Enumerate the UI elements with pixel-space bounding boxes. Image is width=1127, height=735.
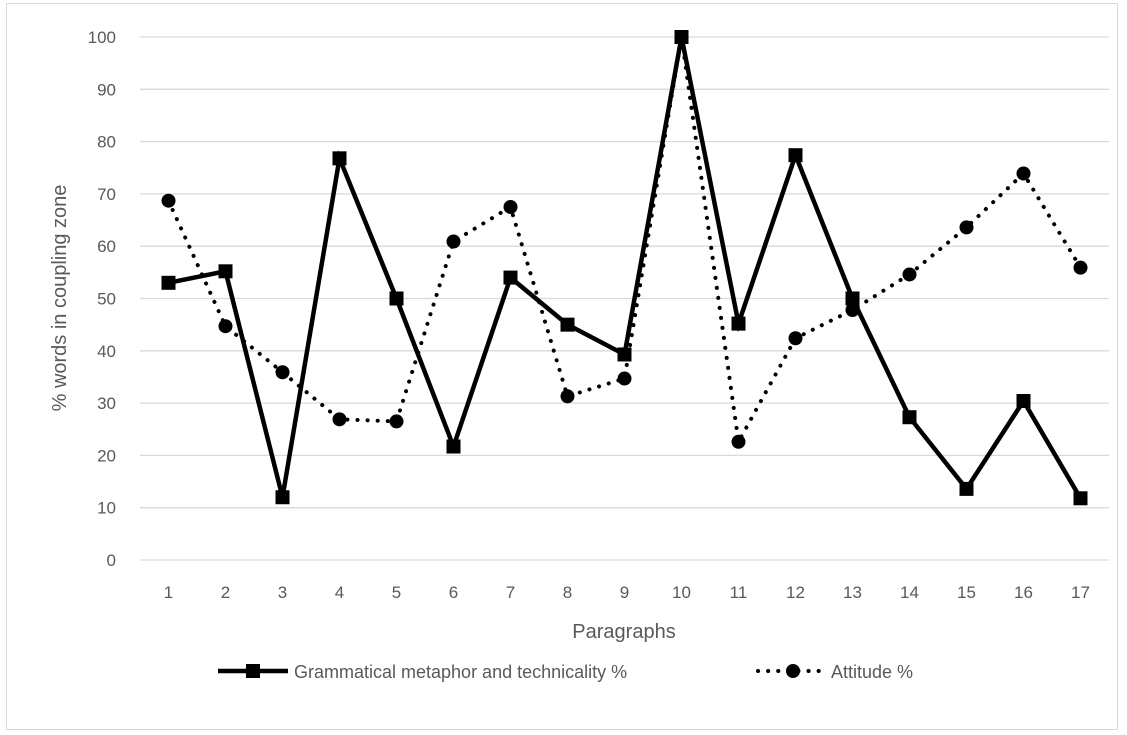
x-tick-label: 15: [957, 583, 976, 602]
y-axis-title: % words in coupling zone: [49, 185, 71, 412]
data-point-square: [332, 151, 347, 166]
legend-entry-2: Attitude %: [756, 662, 913, 682]
data-point-circle: [1016, 166, 1031, 181]
data-point-circle: [845, 303, 860, 318]
data-point-circle: [446, 234, 461, 249]
series-lines: [161, 30, 1088, 506]
data-point-circle: [560, 389, 575, 404]
y-tick-label: 0: [107, 551, 116, 570]
x-tick-label: 6: [449, 583, 458, 602]
x-axis-tick-labels: 1 2 3 4 5 6 7 8 9 10 11 12 13 14 15 16 17: [164, 583, 1090, 602]
data-point-circle: [674, 30, 689, 44]
data-point-square: [959, 481, 974, 496]
x-tick-label: 3: [278, 583, 287, 602]
y-tick-label: 10: [97, 499, 116, 518]
x-tick-label: 10: [672, 583, 691, 602]
y-tick-label: 40: [97, 342, 116, 361]
series-2: [161, 30, 1088, 449]
data-point-circle: [218, 319, 233, 334]
x-tick-label: 7: [506, 583, 515, 602]
legend-entry-1: Grammatical metaphor and technicality %: [218, 662, 627, 682]
data-point-square: [218, 264, 233, 279]
gridlines: [140, 36, 1109, 561]
legend-square-marker: [246, 664, 260, 678]
data-point-square: [389, 291, 404, 306]
data-point-circle: [1073, 260, 1088, 275]
data-point-square: [503, 270, 518, 285]
y-tick-label: 90: [97, 80, 116, 99]
y-tick-label: 80: [97, 133, 116, 152]
y-tick-label: 50: [97, 290, 116, 309]
x-tick-label: 2: [221, 583, 230, 602]
data-point-circle: [731, 434, 746, 449]
y-tick-label: 60: [97, 237, 116, 256]
data-point-circle: [617, 371, 632, 386]
data-point-square: [788, 148, 803, 163]
y-tick-label: 20: [97, 446, 116, 465]
data-point-square: [275, 490, 290, 505]
x-tick-label: 4: [335, 583, 344, 602]
data-point-square: [1016, 394, 1031, 409]
data-point-square: [845, 291, 860, 306]
x-tick-label: 17: [1071, 583, 1090, 602]
x-tick-label: 14: [900, 583, 919, 602]
data-point-square: [902, 410, 917, 425]
legend: Grammatical metaphor and technicality % A…: [218, 662, 913, 682]
x-axis-title: Paragraphs: [572, 621, 675, 643]
x-tick-label: 8: [563, 583, 572, 602]
data-point-circle: [902, 267, 917, 282]
x-tick-label: 5: [392, 583, 401, 602]
data-point-circle: [788, 331, 803, 346]
legend-circle-marker: [786, 664, 800, 678]
y-axis-tick-labels: 0 10 20 30 40 50 60 70 80 90 100: [88, 28, 116, 570]
data-point-circle: [332, 412, 347, 427]
y-tick-label: 70: [97, 185, 116, 204]
legend-label: Attitude %: [831, 662, 913, 682]
data-point-square: [731, 316, 746, 331]
x-tick-label: 9: [620, 583, 629, 602]
x-tick-label: 11: [730, 583, 748, 602]
y-tick-label: 30: [97, 394, 116, 413]
x-tick-label: 1: [164, 583, 173, 602]
legend-label: Grammatical metaphor and technicality %: [294, 662, 627, 682]
data-point-circle: [161, 193, 176, 208]
series-1: [161, 30, 1088, 506]
data-point-circle: [503, 199, 518, 214]
x-tick-label: 12: [786, 583, 805, 602]
data-point-square: [560, 317, 575, 332]
data-point-square: [1073, 491, 1088, 506]
data-point-circle: [275, 365, 290, 380]
data-point-circle: [389, 414, 404, 429]
x-tick-label: 13: [843, 583, 862, 602]
data-point-square: [446, 439, 461, 454]
series-line: [168, 36, 1083, 500]
data-point-square: [161, 275, 176, 290]
chart-frame: [6, 3, 1118, 730]
data-point-circle: [959, 220, 974, 235]
y-tick-label: 100: [88, 28, 116, 47]
data-point-square: [617, 347, 632, 362]
x-tick-label: 16: [1014, 583, 1033, 602]
